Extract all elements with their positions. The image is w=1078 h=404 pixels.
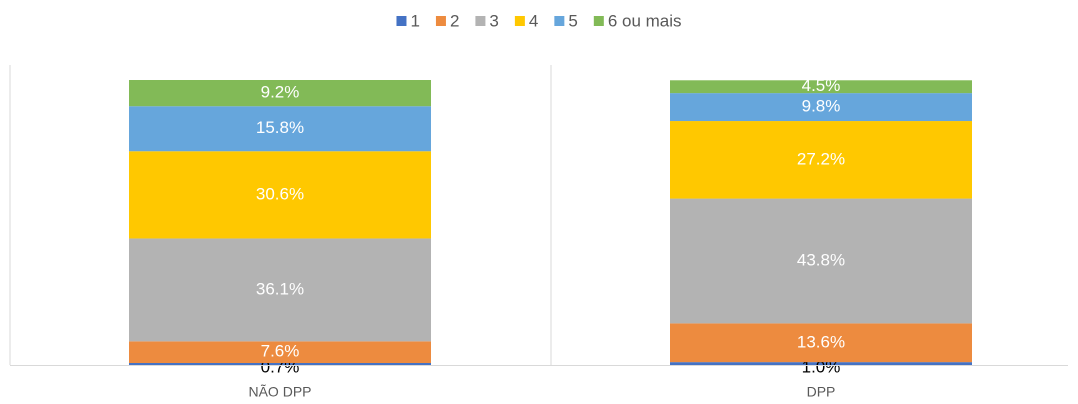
bar-segment	[129, 151, 431, 239]
legend-label: 3	[489, 11, 498, 30]
legend-label: 1	[410, 11, 419, 30]
data-label: 15.8%	[256, 118, 304, 137]
legend-label: 2	[450, 11, 459, 30]
data-label: 27.2%	[797, 149, 845, 168]
data-label: 9.2%	[261, 83, 300, 102]
x-tick-label: NÃO DPP	[248, 384, 311, 400]
legend-label: 5	[568, 11, 577, 30]
legend-swatch	[514, 16, 525, 26]
x-tick-label: DPP	[807, 384, 836, 400]
bar-segment	[129, 341, 431, 364]
bar-segment	[129, 238, 431, 342]
legend-swatch	[435, 16, 446, 26]
bar-segment	[670, 323, 972, 363]
legend-swatch	[554, 16, 565, 26]
bar-segment	[670, 93, 972, 122]
data-label: 36.1%	[256, 279, 304, 298]
data-label: 30.6%	[256, 184, 304, 203]
bar-segment	[670, 362, 972, 365]
data-label: 13.6%	[797, 332, 845, 351]
data-label: 1.0%	[802, 357, 841, 376]
legend-label: 6 ou mais	[608, 11, 682, 30]
bar-segment	[670, 80, 972, 94]
bar-segment	[129, 363, 431, 365]
legend-swatch	[593, 16, 604, 26]
data-label: 9.8%	[802, 97, 841, 116]
bar-segment	[129, 106, 431, 152]
bar-segment	[670, 198, 972, 324]
legend-swatch	[475, 16, 486, 26]
bar-segment	[670, 121, 972, 199]
bar-segment	[129, 80, 431, 107]
data-label: 7.6%	[261, 342, 300, 361]
legend-label: 4	[529, 11, 538, 30]
legend-swatch	[396, 16, 407, 26]
data-label: 4.5%	[802, 76, 841, 95]
data-label: 43.8%	[797, 250, 845, 269]
